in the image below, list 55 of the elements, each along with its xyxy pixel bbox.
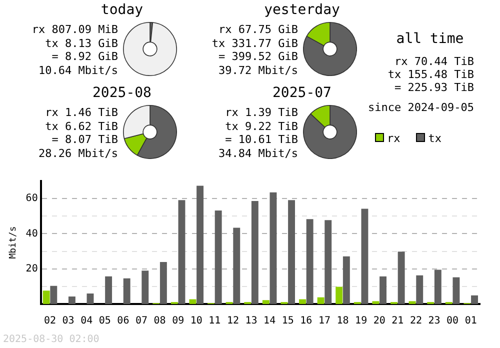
x-tick-label: 06 xyxy=(117,316,130,327)
text: 34.84 Mbit/s xyxy=(218,146,298,160)
x-tick-label: 20 xyxy=(373,316,386,327)
text: = 10.61 TiB xyxy=(225,133,298,146)
x-tick-label: 09 xyxy=(172,316,184,327)
text: tx 331.77 GiB xyxy=(212,36,298,50)
text: = 225.93 TiB xyxy=(394,81,474,94)
x-tick-label: 01 xyxy=(464,316,477,327)
text: = 8.07 TiB xyxy=(52,133,118,146)
x-tick-label: 15 xyxy=(282,316,294,327)
x-tick-label: 16 xyxy=(300,316,312,327)
text: = 8.92 GiB xyxy=(52,50,118,63)
x-tick-label: 14 xyxy=(264,316,276,327)
x-tick-label: 10 xyxy=(190,316,202,327)
x-tick-label: 12 xyxy=(226,316,239,327)
x-tick-label: 08 xyxy=(154,316,166,327)
y-tick-label: 60 xyxy=(26,193,38,204)
legend-label: tx xyxy=(428,132,442,145)
x-tick-label: 02 xyxy=(44,316,56,327)
text: 10.64 Mbit/s xyxy=(38,64,118,76)
text: 39.72 Mbit/s xyxy=(218,64,298,76)
chart-title: today xyxy=(100,2,144,18)
x-tick-label: 18 xyxy=(336,316,349,327)
x-tick-label: 19 xyxy=(355,316,368,327)
x-tick-label: 23 xyxy=(428,316,440,327)
x-tick-label: 07 xyxy=(135,316,148,327)
y-axis-title: Mbit/s xyxy=(8,226,19,259)
text: since 2024-09-05 xyxy=(368,101,474,114)
chart-title: yesterday xyxy=(263,2,341,18)
text: tx 155.48 TiB xyxy=(388,68,474,81)
text: = 399.52 GiB xyxy=(218,50,298,63)
y-tick-label: 40 xyxy=(26,228,38,240)
chart-title: 2025-08 xyxy=(91,85,152,101)
y-tick-label: 20 xyxy=(26,263,38,274)
x-tick-label: 03 xyxy=(62,316,74,327)
text: rx 1.39 TiB xyxy=(225,106,298,119)
x-tick-label: 17 xyxy=(318,316,330,327)
x-tick-label: 04 xyxy=(80,316,93,327)
x-tick-label: 00 xyxy=(446,316,459,327)
text: all time xyxy=(395,31,465,47)
text: rx 70.44 TiB xyxy=(394,55,474,68)
text: tx 9.22 TiB xyxy=(225,120,298,132)
x-tick-label: 21 xyxy=(392,316,404,327)
x-tick-label: 05 xyxy=(98,316,111,327)
legend-label: rx xyxy=(387,132,400,145)
x-tick-label: 13 xyxy=(245,316,258,327)
text: tx 8.13 GiB xyxy=(45,36,118,50)
text: tx 6.62 TiB xyxy=(45,120,118,132)
x-tick-label: 11 xyxy=(208,316,221,327)
text: 28.26 Mbit/s xyxy=(38,146,118,160)
chart-title: 2025-07 xyxy=(271,85,332,101)
text: rx 1.46 TiB xyxy=(45,106,118,119)
text: rx 67.75 GiB xyxy=(218,23,298,36)
text: rx 807.09 MiB xyxy=(32,23,118,36)
x-tick-label: 22 xyxy=(410,316,422,327)
